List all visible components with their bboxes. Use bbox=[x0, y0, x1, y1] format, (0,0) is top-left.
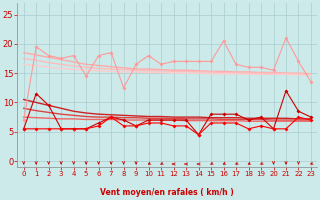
X-axis label: Vent moyen/en rafales ( km/h ): Vent moyen/en rafales ( km/h ) bbox=[100, 188, 234, 197]
